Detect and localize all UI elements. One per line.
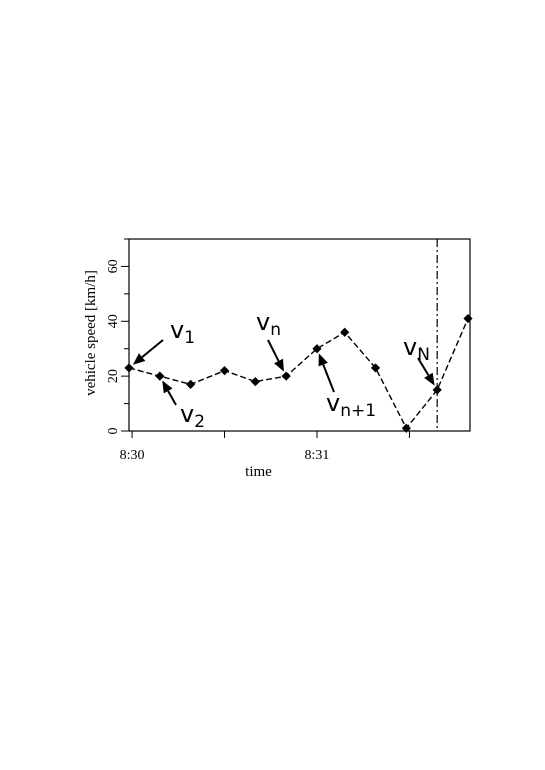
data-point bbox=[401, 423, 411, 433]
annotation-label: vn bbox=[256, 308, 281, 340]
y-tick-label: 20 bbox=[106, 369, 121, 383]
annotation-arrow-shaft bbox=[141, 339, 164, 358]
data-point bbox=[186, 379, 196, 389]
data-point bbox=[250, 377, 260, 387]
data-point bbox=[432, 385, 442, 395]
annotation-arrow-head bbox=[318, 353, 328, 367]
annotation-label: v2 bbox=[180, 400, 205, 432]
annotation-arrow-head bbox=[424, 372, 435, 386]
annotation-label: vn+1 bbox=[326, 389, 376, 421]
y-tick-label: 40 bbox=[106, 314, 121, 328]
data-point bbox=[312, 344, 322, 354]
chart-axes: 0 20 40 60 8:30 8:31 bbox=[106, 238, 471, 463]
data-point bbox=[340, 327, 350, 337]
x-tick-label: 8:31 bbox=[305, 448, 330, 463]
annotation-label: vN bbox=[403, 333, 430, 365]
series-line bbox=[128, 318, 469, 430]
chart-series bbox=[124, 239, 473, 433]
x-axis-label: time bbox=[245, 464, 272, 480]
annotation-arrow-shaft bbox=[167, 390, 177, 406]
x-tick-label: 8:30 bbox=[120, 448, 145, 463]
y-axis-label: vehicle speed [km/h] bbox=[83, 270, 99, 396]
y-tick-label: 0 bbox=[106, 428, 121, 435]
annotation-arrow-head bbox=[162, 380, 173, 394]
annotation-arrow-head bbox=[132, 353, 146, 365]
data-point bbox=[281, 371, 291, 381]
plot-frame bbox=[128, 238, 471, 432]
data-point bbox=[155, 371, 165, 381]
data-point bbox=[370, 363, 381, 373]
chart-annotations: v1 v2 vn vn+1 vN bbox=[132, 308, 435, 432]
data-point bbox=[219, 366, 230, 376]
y-tick-label: 60 bbox=[106, 259, 121, 273]
data-point bbox=[124, 363, 134, 373]
annotation-label: v1 bbox=[170, 316, 195, 348]
annotation-arrow-shaft bbox=[322, 364, 335, 393]
annotation-arrow-shaft bbox=[267, 339, 280, 362]
annotation-arrow-head bbox=[274, 358, 284, 372]
annotation-arrow-shaft bbox=[417, 357, 430, 376]
data-point bbox=[463, 313, 473, 324]
